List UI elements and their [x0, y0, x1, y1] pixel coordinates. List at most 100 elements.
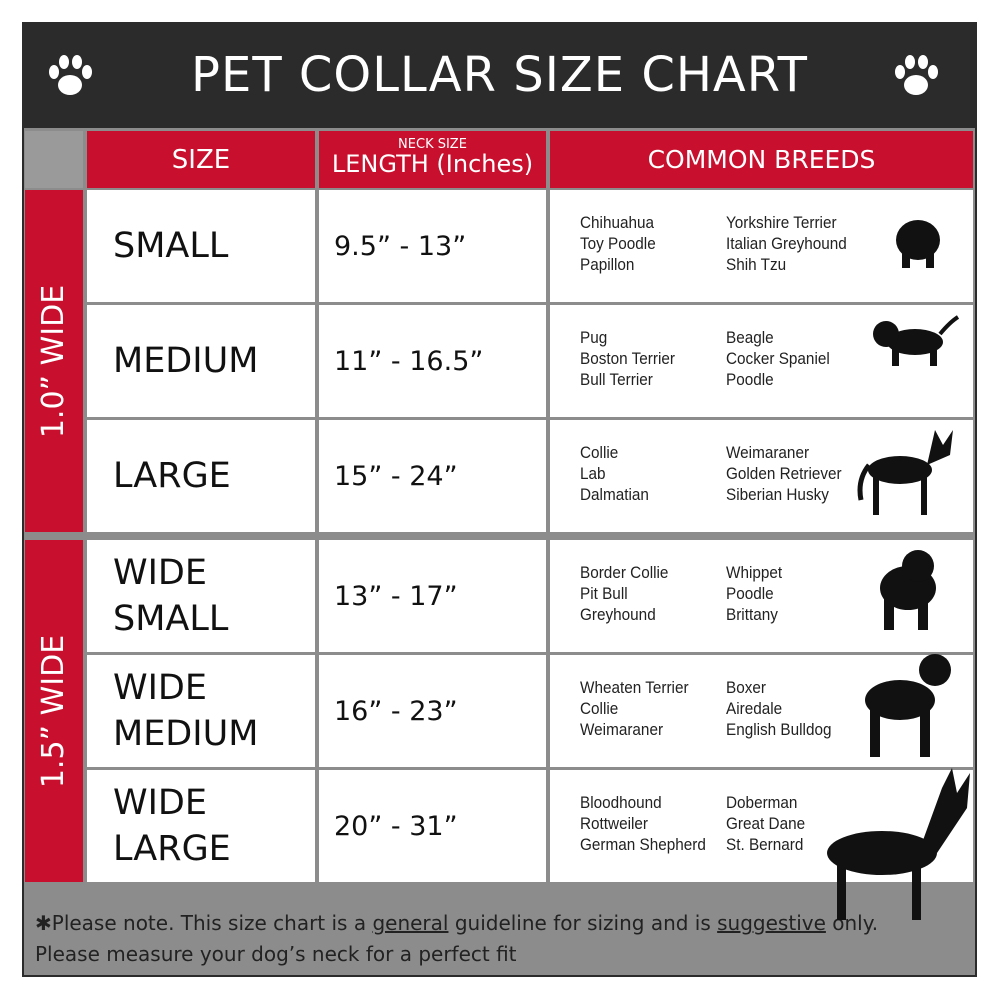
size-label: LARGE — [113, 456, 231, 496]
header-breeds: COMMON BREEDS — [550, 131, 973, 188]
breed-name: English Bulldog — [726, 720, 832, 739]
breed-list: Whippet Poodle Brittany — [726, 562, 782, 625]
note-segment: suggestive — [717, 911, 826, 935]
breed-name: Toy Poodle — [580, 234, 656, 253]
length-cell: 20” - 31” — [319, 770, 546, 882]
breed-list: Boxer Airedale English Bulldog — [726, 677, 831, 740]
breed-name: Pit Bull — [580, 584, 628, 603]
breed-list: Pug Boston Terrier Bull Terrier — [580, 327, 675, 390]
note-segment: general — [372, 911, 449, 935]
breed-list: Beagle Cocker Spaniel Poodle — [726, 327, 830, 390]
breed-list: Collie Lab Dalmatian — [580, 442, 649, 505]
header-text: LENGTH (Inches) — [331, 150, 534, 178]
breed-name: Wheaten Terrier — [580, 678, 689, 697]
length-label: 20” - 31” — [334, 810, 458, 842]
breed-name: Golden Retriever — [726, 464, 842, 483]
size-label: WIDE SMALL — [113, 553, 229, 639]
breed-list: Border Collie Pit Bull Greyhound — [580, 562, 668, 625]
breed-name: Chihuahua — [580, 213, 655, 232]
note-line: ✱Please note. This size chart is a gener… — [35, 908, 965, 939]
note-line: Please measure your dog’s neck for a per… — [35, 942, 517, 966]
length-cell: 15” - 24” — [319, 420, 546, 532]
breed-list: Bloodhound Rottweiler German Shepherd — [580, 792, 706, 855]
dog-silhouette — [896, 220, 940, 268]
breed-name: Yorkshire Terrier — [726, 213, 837, 232]
breed-name: Dalmatian — [580, 485, 649, 504]
dog-silhouette — [873, 315, 960, 366]
breed-list: Chihuahua Toy Poodle Papillon — [580, 212, 656, 275]
length-cell: 16” - 23” — [319, 655, 546, 767]
group-label: 1.0” WIDE — [25, 190, 83, 532]
breed-name: Greyhound — [580, 605, 656, 624]
breed-name: Great Dane — [726, 814, 806, 833]
size-label: SMALL — [113, 226, 229, 266]
header-subtext: NECK SIZE — [398, 137, 467, 152]
breed-name: Weimaraner — [726, 443, 810, 462]
breed-name: Shih Tzu — [726, 255, 787, 274]
breed-name: Poodle — [726, 370, 774, 389]
size-cell: WIDE SMALL — [87, 540, 315, 652]
size-label: MEDIUM — [113, 341, 259, 381]
group-text: 1.0” WIDE — [36, 284, 72, 438]
breed-name: Boston Terrier — [580, 349, 675, 368]
size-label: WIDE MEDIUM — [113, 668, 259, 754]
paw-right — [895, 55, 938, 95]
group-label: 1.5” WIDE — [25, 540, 83, 882]
length-label: 9.5” - 13” — [334, 230, 467, 262]
breed-name: Bull Terrier — [580, 370, 653, 389]
breed-name: Doberman — [726, 793, 798, 812]
corner-cell — [25, 131, 83, 188]
breed-name: Rottweiler — [580, 814, 649, 833]
header-size: SIZE — [87, 131, 315, 188]
breed-name: Cocker Spaniel — [726, 349, 830, 368]
header-length: NECK SIZE LENGTH (Inches) — [319, 131, 546, 188]
size-cell: LARGE — [87, 420, 315, 532]
dog-silhouette — [827, 768, 970, 920]
title-bar: PET COLLAR SIZE CHART — [22, 22, 977, 128]
breed-name: Border Collie — [580, 563, 669, 582]
size-cell: WIDE MEDIUM — [87, 655, 315, 767]
group-text: 1.5” WIDE — [36, 634, 72, 788]
breed-name: Papillon — [580, 255, 635, 274]
dog-silhouette — [857, 430, 953, 515]
title: PET COLLAR SIZE CHART — [191, 47, 808, 103]
size-cell: WIDE LARGE — [87, 770, 315, 882]
length-cell: 9.5” - 13” — [319, 190, 546, 302]
breed-name: Siberian Husky — [726, 485, 829, 504]
breeds-cell: Pug Boston Terrier Bull Terrier Beagle Cocke… — [550, 305, 973, 417]
length-label: 13” - 17” — [334, 580, 458, 612]
breed-name: Poodle — [726, 584, 774, 603]
size-cell: MEDIUM — [87, 305, 315, 417]
breed-name: St. Bernard — [726, 835, 804, 854]
size-label: WIDE LARGE — [113, 783, 231, 869]
breed-name: Collie — [580, 699, 619, 718]
header-text: SIZE — [171, 144, 231, 175]
breed-name: Airedale — [726, 699, 783, 718]
breed-name: Italian Greyhound — [726, 234, 847, 253]
dog-silhouette — [880, 550, 936, 630]
breed-name: Bloodhound — [580, 793, 662, 812]
note-segment: ✱Please note. This size chart is a — [35, 911, 373, 935]
dog-silhouette — [865, 654, 951, 757]
breed-name: Lab — [580, 464, 606, 483]
breed-name: Whippet — [726, 563, 783, 582]
note-segment: guideline for sizing and is — [448, 911, 718, 935]
note: ✱Please note. This size chart is a gener… — [35, 908, 965, 970]
size-cell: SMALL — [87, 190, 315, 302]
breed-list: Weimaraner Golden Retriever Siberian Husky — [726, 442, 842, 505]
breed-name: Collie — [580, 443, 619, 462]
breed-name: Weimaraner — [580, 720, 664, 739]
length-label: 15” - 24” — [334, 460, 458, 492]
breed-list: Yorkshire Terrier Italian Greyhound Shih T… — [726, 212, 847, 275]
header-text: COMMON BREEDS — [647, 145, 876, 174]
length-label: 11” - 16.5” — [334, 345, 484, 377]
breed-name: Beagle — [726, 328, 774, 347]
length-cell: 13” - 17” — [319, 540, 546, 652]
breed-name: Pug — [580, 328, 608, 347]
breed-name: Brittany — [726, 605, 778, 624]
paw-left — [49, 55, 92, 95]
breed-list: Doberman Great Dane St. Bernard — [726, 792, 805, 855]
breed-name: German Shepherd — [580, 835, 706, 854]
breeds-cell: Bloodhound Rottweiler German Shepherd Dober… — [550, 770, 973, 882]
